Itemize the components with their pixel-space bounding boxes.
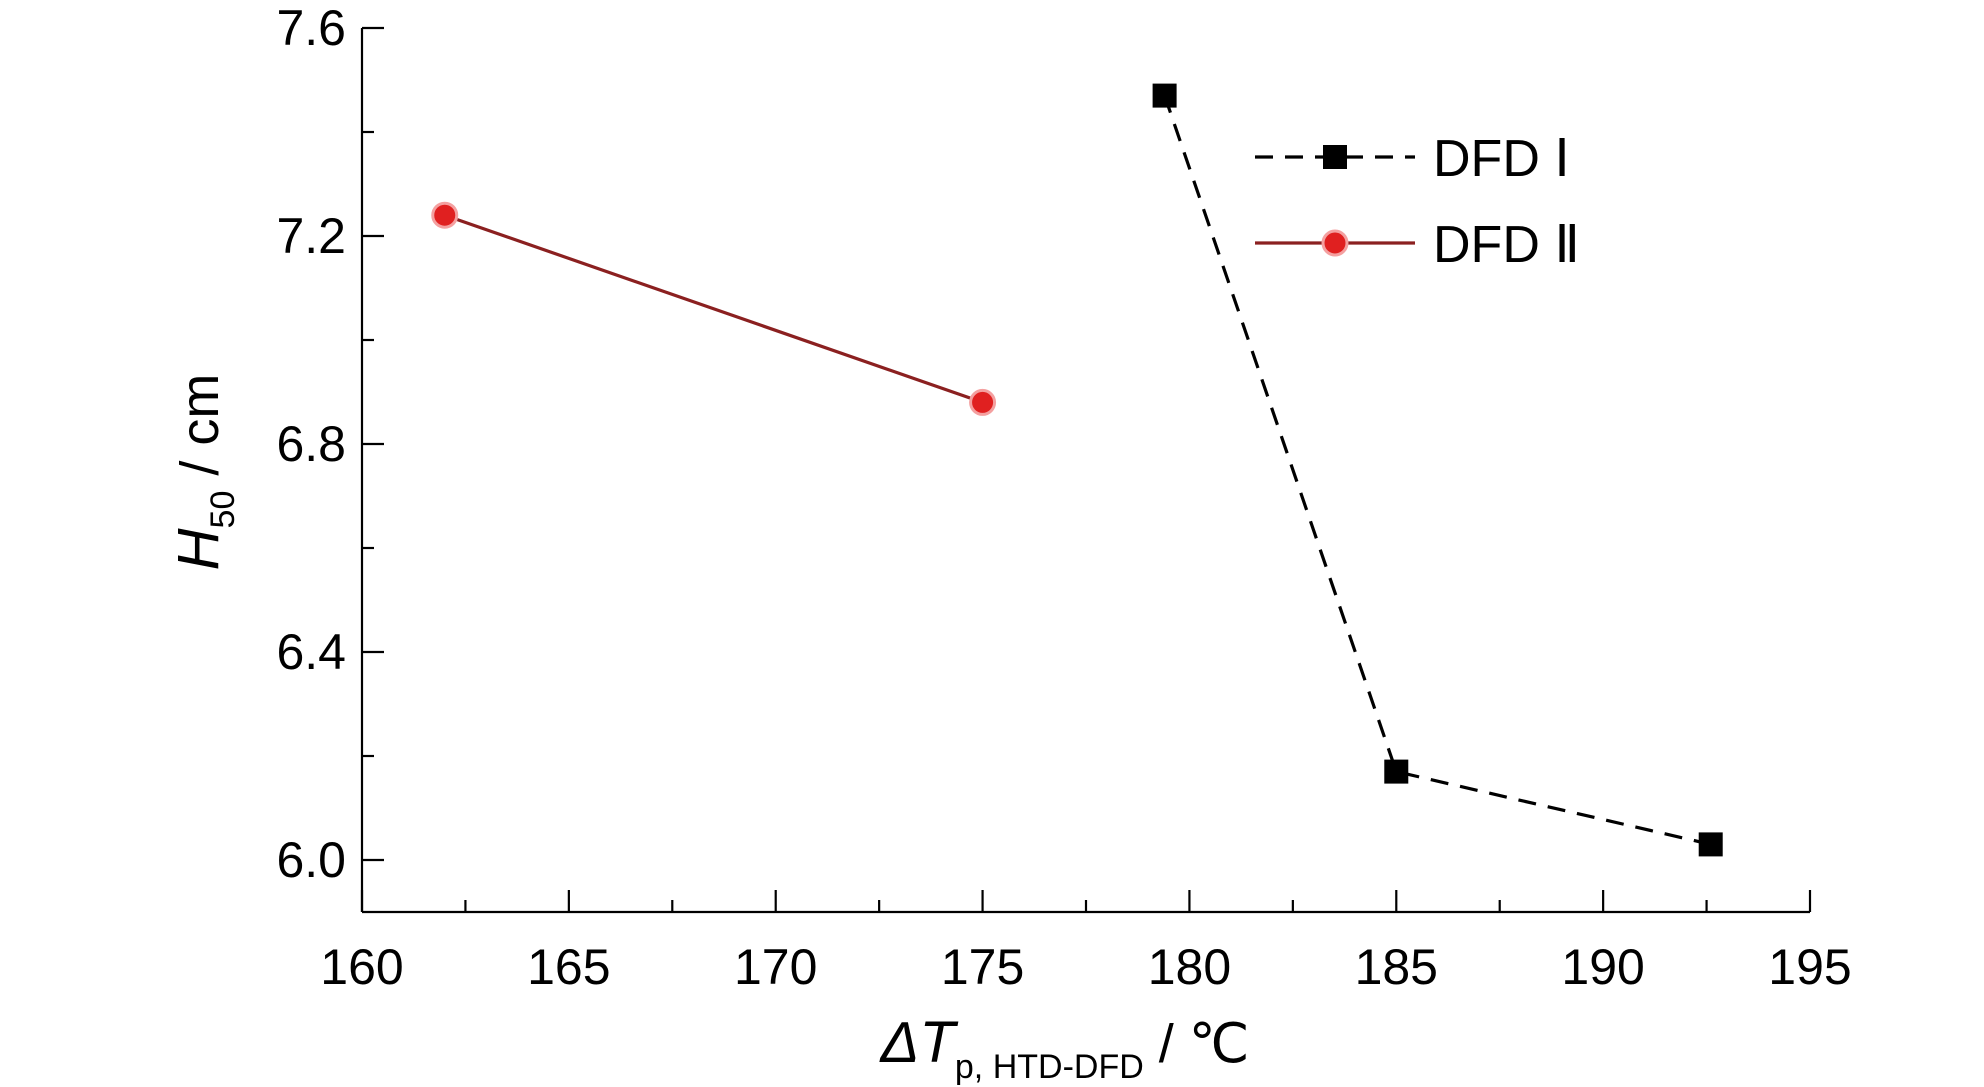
legend-item-1-marker	[1323, 145, 1347, 169]
axis-titles: ΔTp, HTD-DFD / ℃ H50 / cm	[166, 374, 1249, 1086]
axes: 160 165 170 175 180 185 190 195 6.0 6.4 6.8 7.2 7.6	[276, 0, 1851, 995]
x-tick-label: 165	[527, 939, 610, 995]
x-tick-label: 195	[1768, 939, 1851, 995]
x-tick-label: 160	[320, 939, 403, 995]
series-1-line	[1163, 95, 1712, 846]
series-1-point	[1698, 832, 1723, 857]
y-tick-label: 6.4	[276, 624, 346, 680]
legend-item-2-label: DFD Ⅱ	[1433, 216, 1580, 274]
y-tick-label: 6.8	[276, 416, 346, 472]
x-tick-label: 170	[734, 939, 817, 995]
y-axis-title-subscript: 50	[204, 491, 242, 529]
legend-item-2: DFD Ⅱ	[1255, 216, 1580, 274]
legend-item-1: DFD Ⅰ	[1255, 130, 1570, 188]
y-tick-label: 7.6	[276, 0, 346, 56]
x-axis-title-symbol: ΔT	[879, 1010, 959, 1075]
series-2-point	[969, 388, 997, 416]
x-tick-label: 180	[1148, 939, 1231, 995]
y-tick-label: 6.0	[276, 832, 346, 888]
series-2	[431, 201, 997, 416]
y-tick-label: 7.2	[276, 208, 346, 264]
series-2-point	[431, 201, 459, 229]
series-2-line	[444, 213, 984, 404]
x-axis-title-subscript: p, HTD-DFD	[955, 1048, 1144, 1086]
x-axis-title: ΔTp, HTD-DFD / ℃	[879, 1010, 1250, 1086]
x-tick-label: 185	[1355, 939, 1438, 995]
x-axis-title-unit: / ℃	[1144, 1014, 1250, 1074]
x-tick-label: 175	[941, 939, 1024, 995]
legend-item-2-marker	[1321, 229, 1349, 257]
x-tick-label: 190	[1561, 939, 1644, 995]
series-layer	[431, 83, 1723, 857]
series-1-point	[1384, 759, 1409, 784]
y-axis-title: H50 / cm	[166, 374, 242, 571]
legend-item-1-label: DFD Ⅰ	[1433, 130, 1570, 188]
series-1-point	[1152, 83, 1177, 108]
series-1	[1152, 83, 1723, 857]
legend: DFD Ⅰ DFD Ⅱ	[1255, 130, 1580, 274]
y-axis-title-symbol: H	[166, 528, 231, 570]
y-axis-title-unit: / cm	[170, 374, 230, 491]
